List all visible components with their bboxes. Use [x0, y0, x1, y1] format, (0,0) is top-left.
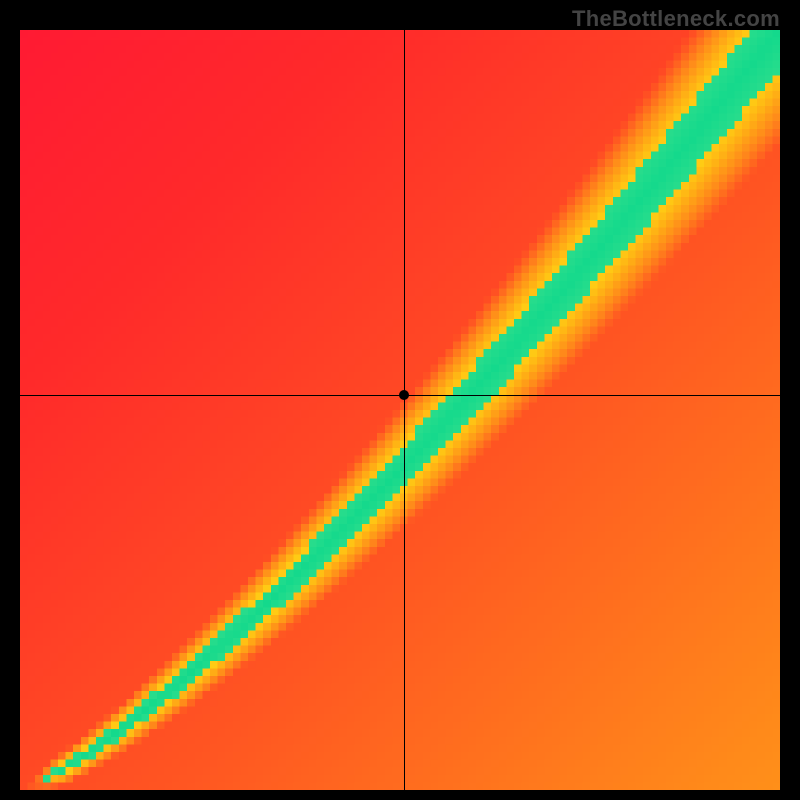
plot-area	[20, 30, 780, 790]
crosshair-marker	[399, 390, 409, 400]
watermark-text: TheBottleneck.com	[572, 6, 780, 32]
figure-container: TheBottleneck.com	[0, 0, 800, 800]
heatmap-canvas	[20, 30, 780, 790]
crosshair-vertical	[404, 30, 405, 790]
